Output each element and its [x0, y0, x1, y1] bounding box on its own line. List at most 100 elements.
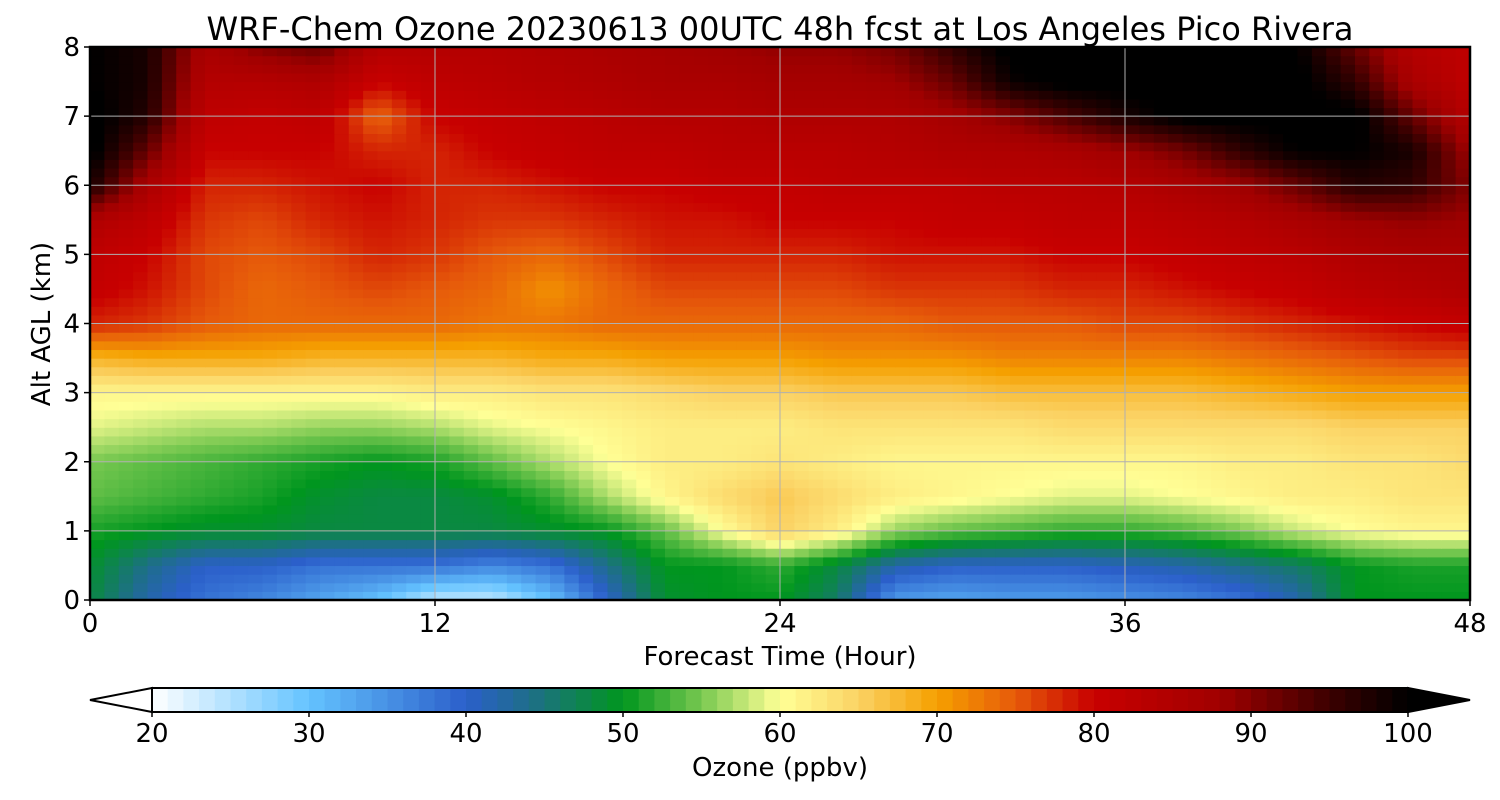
heatmap-cell [564, 565, 580, 575]
heatmap-cell [492, 444, 508, 454]
heatmap-cell [981, 314, 997, 325]
heatmap-cell [1441, 453, 1457, 463]
heatmap-cell [1153, 211, 1169, 221]
heatmap-cell [895, 228, 910, 238]
heatmap-cell [866, 591, 882, 601]
heatmap-cell [780, 530, 795, 541]
heatmap-cell [837, 237, 853, 247]
heatmap-cell [1268, 167, 1284, 178]
heatmap-cell [636, 435, 652, 446]
heatmap-cell [1010, 323, 1025, 333]
heatmap-cell [1110, 280, 1126, 290]
heatmap-cell [966, 565, 982, 575]
heatmap-cell [823, 332, 839, 342]
heatmap-cell [981, 340, 997, 351]
heatmap-cell [1225, 435, 1241, 446]
heatmap-cell [578, 340, 594, 351]
heatmap-cell [1383, 306, 1399, 316]
heatmap-cell [248, 358, 264, 368]
heatmap-cell [823, 522, 839, 532]
heatmap-cell [262, 193, 278, 204]
heatmap-cell [1211, 219, 1227, 230]
heatmap-cell [693, 254, 709, 264]
heatmap-cell [320, 504, 335, 515]
heatmap-cell [147, 176, 163, 186]
heatmap-cell [161, 159, 177, 169]
heatmap-cell [1369, 202, 1385, 212]
heatmap-cell [1196, 383, 1212, 394]
heatmap-cell [391, 539, 407, 549]
heatmap-cell [938, 340, 954, 351]
heatmap-cell [722, 427, 738, 437]
heatmap-cell [1355, 245, 1370, 255]
heatmap-cell [952, 280, 968, 290]
heatmap-cell [348, 211, 364, 221]
heatmap-cell [406, 375, 422, 385]
heatmap-cell [650, 159, 666, 169]
heatmap-cell [1297, 245, 1313, 255]
heatmap-cell [938, 383, 954, 394]
heatmap-cell [176, 487, 192, 497]
heatmap-cell [780, 245, 795, 255]
heatmap-cell [305, 340, 321, 351]
heatmap-cell [449, 271, 465, 281]
heatmap-cell [348, 297, 364, 307]
heatmap-cell [636, 470, 652, 480]
heatmap-cell [1053, 245, 1069, 255]
heatmap-cell [1254, 487, 1270, 497]
heatmap-cell [1240, 504, 1255, 515]
heatmap-cell [1010, 522, 1025, 532]
heatmap-cell [909, 479, 925, 489]
heatmap-cell [1153, 470, 1169, 480]
heatmap-cell [320, 185, 335, 195]
heatmap-cell [535, 392, 551, 402]
heatmap-cell [147, 504, 163, 515]
heatmap-cell [1053, 340, 1069, 351]
heatmap-cell [1240, 211, 1255, 221]
heatmap-cell [564, 444, 580, 454]
heatmap-cell [1268, 470, 1284, 480]
heatmap-cell [521, 591, 537, 601]
heatmap-cell [1240, 383, 1255, 394]
heatmap-cell [1096, 409, 1112, 420]
heatmap-cell [1053, 461, 1069, 471]
heatmap-cell [794, 548, 810, 558]
heatmap-cell [1340, 427, 1356, 437]
heatmap-cell [1355, 409, 1370, 420]
heatmap-cell [1225, 479, 1241, 489]
heatmap-cell [435, 427, 450, 437]
heatmap-cell [133, 582, 149, 592]
heatmap-cell [190, 582, 206, 592]
heatmap-cell [219, 591, 235, 601]
heatmap-cell [780, 487, 795, 497]
heatmap-cell [305, 263, 321, 273]
heatmap-cell [923, 453, 939, 463]
heatmap-cell [205, 323, 220, 333]
heatmap-cell [406, 349, 422, 359]
heatmap-cell [851, 435, 867, 446]
heatmap-cell [823, 185, 839, 195]
heatmap-cell [1254, 409, 1270, 420]
heatmap-cell [363, 306, 379, 316]
heatmap-cell [1340, 280, 1356, 290]
heatmap-cell [665, 582, 680, 592]
heatmap-cell [1168, 237, 1184, 247]
heatmap-cell [636, 193, 652, 204]
heatmap-cell [593, 288, 609, 299]
heatmap-cell [219, 159, 235, 169]
heatmap-cell [550, 444, 565, 454]
heatmap-cell [1168, 228, 1184, 238]
heatmap-cell [1196, 254, 1212, 264]
heatmap-cell [1182, 504, 1198, 515]
heatmap-cell [276, 297, 292, 307]
heatmap-cell [118, 444, 134, 454]
heatmap-cell [535, 453, 551, 463]
heatmap-cell [305, 591, 321, 601]
heatmap-cell [1010, 332, 1025, 342]
heatmap-cell [1297, 167, 1313, 178]
heatmap-cell [693, 522, 709, 532]
heatmap-cell [1297, 539, 1313, 549]
heatmap-cell [607, 254, 623, 264]
heatmap-cell [305, 167, 321, 178]
heatmap-cell [1283, 496, 1299, 506]
